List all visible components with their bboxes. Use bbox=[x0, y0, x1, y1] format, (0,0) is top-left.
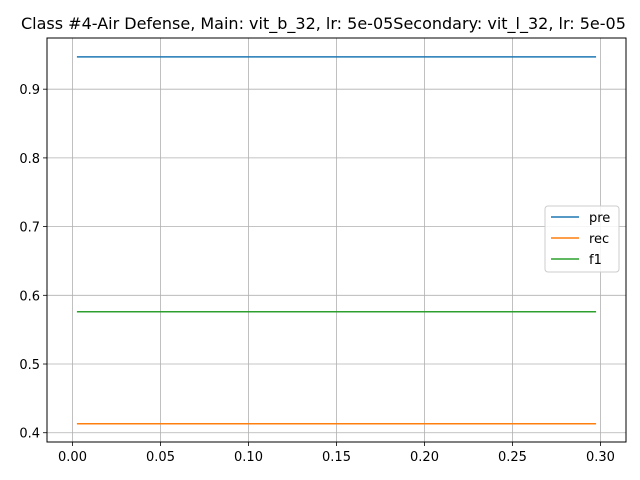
x-tick-label: 0.30 bbox=[586, 450, 615, 465]
x-tick-label: 0.05 bbox=[146, 450, 175, 465]
legend: pre rec f1 bbox=[544, 205, 620, 273]
legend-label-f1: f1 bbox=[589, 253, 602, 268]
x-axis: 0.00 0.05 0.10 0.15 0.20 0.25 0.30 bbox=[58, 442, 615, 465]
x-tick-label: 0.15 bbox=[322, 450, 351, 465]
legend-label-pre: pre bbox=[589, 211, 610, 226]
legend-box bbox=[544, 205, 620, 273]
series-lines bbox=[76, 56, 597, 425]
y-tick-label: 0.9 bbox=[19, 83, 40, 98]
y-tick-label: 0.5 bbox=[19, 358, 40, 373]
y-tick-label: 0.6 bbox=[19, 289, 40, 304]
chart-title: Class #4-Air Defense, Main: vit_b_32, lr… bbox=[21, 14, 626, 34]
y-tick-label: 0.7 bbox=[19, 221, 40, 236]
y-axis: 0.4 0.5 0.6 0.7 0.8 0.9 bbox=[19, 83, 47, 442]
grid bbox=[47, 38, 626, 442]
y-tick-label: 0.4 bbox=[19, 427, 40, 442]
x-tick-label: 0.00 bbox=[58, 450, 87, 465]
y-tick-label: 0.8 bbox=[19, 152, 40, 167]
x-tick-label: 0.10 bbox=[234, 450, 263, 465]
legend-label-rec: rec bbox=[589, 232, 609, 247]
x-tick-label: 0.25 bbox=[498, 450, 527, 465]
x-tick-label: 0.20 bbox=[410, 450, 439, 465]
